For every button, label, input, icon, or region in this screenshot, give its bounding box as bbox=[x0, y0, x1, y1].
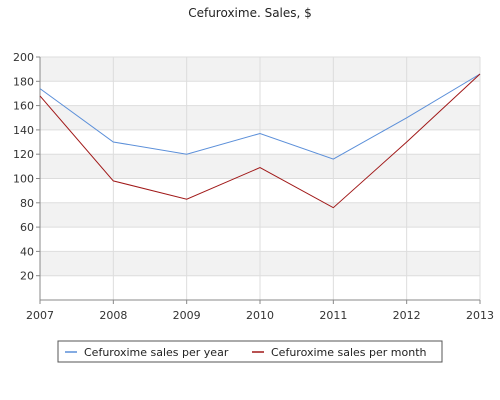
legend-label-year: Cefuroxime sales per year bbox=[84, 346, 229, 359]
y-tick-label: 80 bbox=[20, 197, 34, 210]
y-tick-label: 160 bbox=[13, 100, 34, 113]
legend-box bbox=[57, 340, 443, 363]
series-line-year bbox=[39, 73, 481, 160]
grid-lines bbox=[39, 56, 481, 300]
x-axis-ticks: 2007 2008 2009 2010 2011 2012 2013 bbox=[26, 300, 494, 322]
y-axis-ticks: 20 40 60 80 100 120 140 160 180 200 bbox=[13, 51, 40, 283]
x-tick-label: 2010 bbox=[246, 309, 274, 322]
chart-title: Cefuroxime. Sales, $ bbox=[188, 6, 312, 20]
legend: Cefuroxime sales per year Cefuroxime sal… bbox=[57, 340, 443, 363]
series-lines bbox=[39, 73, 481, 209]
x-tick-label: 2008 bbox=[99, 309, 127, 322]
y-tick-label: 40 bbox=[20, 245, 34, 258]
y-tick-label: 200 bbox=[13, 51, 34, 64]
y-tick-label: 120 bbox=[13, 148, 34, 161]
x-tick-label: 2009 bbox=[173, 309, 201, 322]
x-tick-label: 2011 bbox=[319, 309, 347, 322]
y-tick-label: 140 bbox=[13, 124, 34, 137]
y-tick-label: 100 bbox=[13, 173, 34, 186]
y-tick-label: 20 bbox=[20, 270, 34, 283]
x-tick-label: 2007 bbox=[26, 309, 54, 322]
y-tick-label: 180 bbox=[13, 75, 34, 88]
y-tick-label: 60 bbox=[20, 221, 34, 234]
x-tick-label: 2012 bbox=[393, 309, 421, 322]
legend-label-month: Cefuroxime sales per month bbox=[271, 346, 427, 359]
series-line-month bbox=[39, 73, 481, 209]
x-tick-label: 2013 bbox=[466, 309, 494, 322]
